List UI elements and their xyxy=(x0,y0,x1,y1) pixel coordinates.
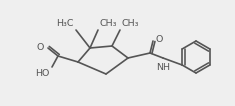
Text: O: O xyxy=(155,36,162,45)
Text: CH₃: CH₃ xyxy=(99,19,117,28)
Text: H₃C: H₃C xyxy=(56,19,74,28)
Text: HO: HO xyxy=(36,69,50,78)
Text: NH: NH xyxy=(156,63,170,72)
Text: CH₃: CH₃ xyxy=(121,19,138,28)
Text: O: O xyxy=(37,43,44,52)
